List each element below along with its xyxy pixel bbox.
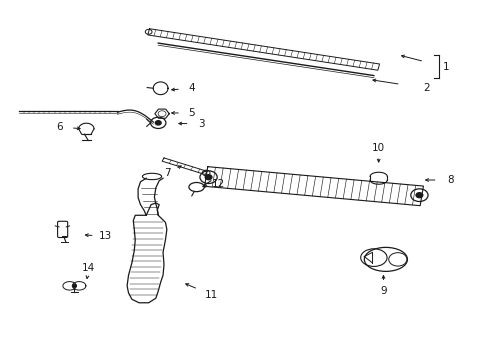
Text: 1: 1 [442, 62, 448, 72]
Text: 6: 6 [57, 122, 63, 132]
Text: 2: 2 [423, 83, 429, 93]
Circle shape [205, 175, 211, 180]
Text: 7: 7 [164, 168, 171, 178]
Text: 10: 10 [371, 143, 385, 153]
Text: 3: 3 [198, 118, 204, 129]
Text: 11: 11 [204, 290, 217, 300]
Text: 14: 14 [82, 263, 95, 273]
Circle shape [415, 193, 422, 198]
Text: 4: 4 [188, 83, 195, 93]
Text: 5: 5 [188, 108, 195, 118]
Text: 13: 13 [99, 231, 112, 242]
Circle shape [155, 121, 161, 125]
Text: 12: 12 [211, 179, 224, 189]
Circle shape [72, 284, 76, 287]
Text: 9: 9 [379, 286, 386, 296]
Text: 8: 8 [447, 175, 453, 185]
